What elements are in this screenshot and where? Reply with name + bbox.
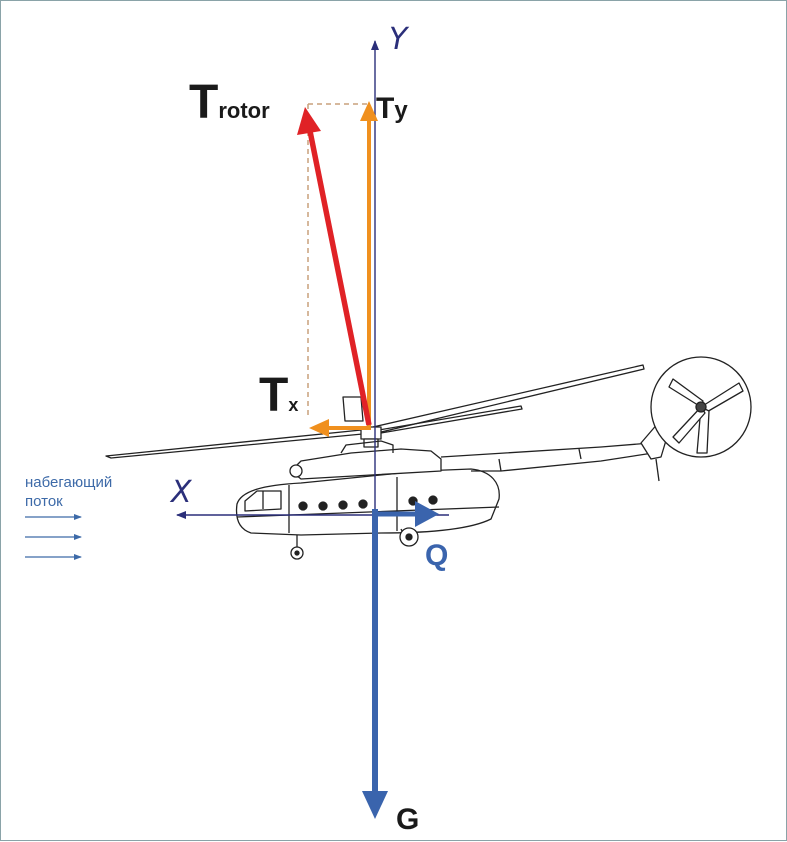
flow-label-line1: набегающий: [25, 474, 113, 491]
helicopter-drawing: [105, 356, 752, 560]
tx-arrow: [309, 419, 371, 437]
dashed-construction-lines: [307, 103, 369, 419]
tx-label: Tx: [259, 372, 298, 420]
tx-sub: x: [288, 395, 299, 415]
g-label: G: [396, 803, 420, 836]
q-arrow: [375, 501, 439, 527]
q-label: Q: [425, 539, 449, 572]
ty-sub: y: [394, 97, 408, 124]
incoming-flow-label: набегающий поток: [25, 473, 112, 511]
t-rotor-arrow: [297, 107, 372, 426]
t-rotor-sub: rotor: [218, 98, 270, 123]
y-axis-label: Y: [389, 22, 408, 57]
incoming-flow-arrows: [25, 514, 82, 560]
ty-main: T: [376, 92, 395, 125]
ty-label: Ty: [376, 94, 408, 124]
tx-main: T: [259, 369, 289, 422]
g-arrow: [362, 509, 388, 819]
t-rotor-main: T: [189, 76, 219, 129]
x-axis-label: X: [171, 475, 192, 510]
ty-arrow: [360, 101, 378, 429]
t-rotor-label: Trotor: [189, 79, 270, 127]
flow-label-line2: поток: [25, 493, 63, 510]
